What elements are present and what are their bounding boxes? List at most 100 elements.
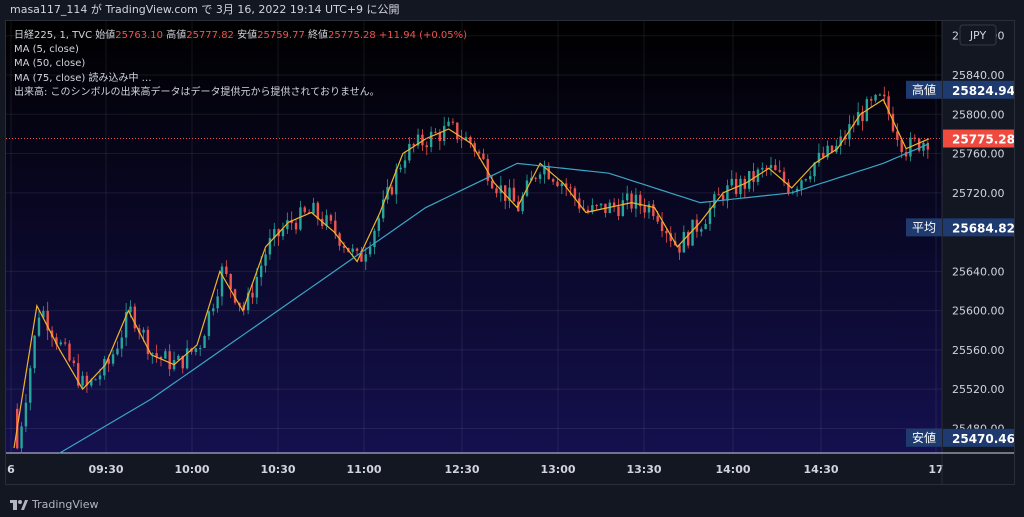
candle-body (817, 152, 821, 163)
candle-body (251, 292, 254, 298)
candle-body (59, 342, 62, 345)
high-value: 25777.82 (186, 30, 234, 41)
y-tick-label: 25600.00 (952, 305, 1005, 318)
x-tick-label: 13:00 (540, 463, 575, 476)
candle-body (377, 218, 381, 231)
candle-body (813, 162, 816, 177)
candle-body (207, 311, 211, 336)
legend-ohlc-row: 日経225, 1, TVC 始値25763.10 高値25777.82 安値25… (14, 29, 467, 43)
x-tick-label: 13:30 (626, 463, 661, 476)
candle-body (626, 193, 629, 201)
candle-body (355, 248, 359, 251)
candle-body (900, 139, 903, 153)
candle-body (556, 181, 559, 187)
low-label: 安値 (237, 30, 258, 41)
currency-badge[interactable] (959, 24, 997, 46)
candle-body (643, 206, 646, 213)
ma50-line (59, 143, 930, 454)
candle-body (887, 96, 890, 114)
candle-body (429, 131, 433, 148)
x-tick-label: 14:30 (803, 463, 838, 476)
candle-body (826, 145, 829, 158)
candle-body (37, 317, 41, 336)
candle-body (42, 310, 45, 318)
candle-body (704, 224, 707, 230)
legend-ma75[interactable]: MA (75, close) 読み込み中 … (14, 72, 152, 84)
symbol-label: 日経225, 1, TVC (14, 30, 93, 41)
candle-body (809, 176, 812, 180)
average-marker-label: 平均 (912, 220, 936, 234)
candle-body (368, 247, 372, 255)
candle-body (769, 165, 773, 169)
last-price-marker-value: 25775.28 (952, 133, 1014, 147)
legend-ma5[interactable]: MA (5, close) (14, 44, 79, 56)
candle-body (273, 229, 276, 239)
candle-body (286, 220, 289, 230)
candle-body (81, 375, 84, 386)
candle-body (761, 167, 764, 170)
y-tick-label: 25720.00 (952, 187, 1005, 200)
x-tick-label: 12:30 (444, 463, 479, 476)
candle-body (543, 165, 546, 175)
candle-body (33, 335, 36, 369)
candle-body (364, 254, 367, 262)
candle-body (473, 143, 476, 152)
y-tick-label: 25560.00 (952, 344, 1005, 357)
candle-body (717, 194, 720, 196)
candle-body (538, 174, 542, 179)
candle-body (438, 132, 442, 142)
candle-body (412, 143, 415, 146)
candle-body (787, 182, 790, 194)
candle-body (486, 159, 489, 181)
candle-body (861, 111, 864, 122)
candle-body (565, 183, 568, 188)
candle-body (268, 238, 272, 255)
last-price-marker-value-bg (943, 129, 1014, 148)
chart-area[interactable]: 25880.0025840.0025800.0025760.0025720.00… (5, 20, 1015, 485)
low-marker-value-bg (943, 428, 1014, 447)
high-marker-label: 高値 (912, 82, 936, 97)
candle-body (508, 187, 511, 201)
plot-background (6, 21, 942, 453)
low-marker-label: 安値 (912, 430, 936, 445)
candle-body (68, 343, 71, 361)
candle-body (168, 351, 171, 370)
tradingview-logo-icon (10, 499, 28, 510)
candle-body (460, 139, 463, 141)
candle-body (469, 137, 472, 144)
candle-body (477, 151, 481, 154)
candle-body (734, 178, 738, 195)
candle-body (778, 170, 781, 172)
legend-ma50[interactable]: MA (50, close) (14, 58, 86, 70)
candle-body (822, 152, 825, 158)
candle-body (870, 99, 873, 101)
candle-body (878, 94, 882, 96)
candle-body (116, 348, 119, 355)
candle-body (551, 179, 555, 182)
candle-body (926, 142, 930, 150)
price-chart[interactable]: 25880.0025840.0025800.0025760.0025720.00… (6, 21, 1014, 484)
candle-body (425, 145, 428, 148)
tradingview-logo[interactable]: TradingView (10, 498, 98, 511)
candle-body (260, 265, 263, 278)
candle-body (447, 121, 450, 126)
candle-body (595, 205, 598, 207)
candle-body (264, 254, 267, 266)
candle-body (24, 402, 28, 427)
candle-body (416, 134, 420, 146)
candle-body (220, 266, 224, 297)
currency-label[interactable]: JPY (969, 29, 987, 42)
candle-body (177, 355, 180, 361)
candle-body (164, 351, 167, 359)
candle-body (765, 167, 768, 169)
candle-body (891, 113, 895, 132)
candle-body (203, 335, 206, 349)
candle-body (730, 178, 733, 186)
candle-body (129, 306, 132, 313)
candle-body (456, 122, 459, 140)
candle-body (382, 199, 385, 219)
candle-body (748, 171, 751, 189)
candle-body (896, 131, 899, 140)
candle-body (782, 171, 786, 183)
candle-body (233, 289, 237, 303)
